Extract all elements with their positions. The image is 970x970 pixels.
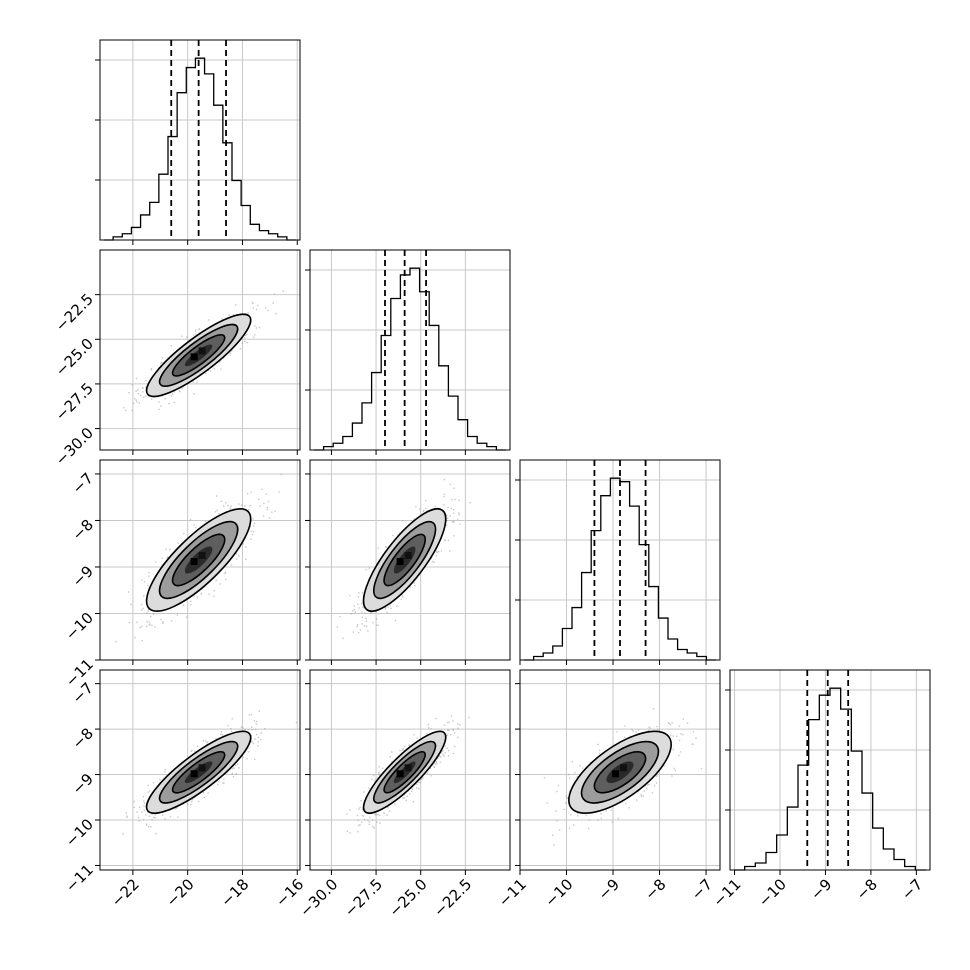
density-peak (396, 770, 404, 778)
y-tick-label: −11 (62, 861, 97, 896)
y-tick-label: −9 (69, 562, 97, 590)
y-tick-label: −27.5 (52, 379, 97, 424)
x-tick-label: −9 (595, 875, 623, 903)
y-tick-label: −10 (62, 609, 97, 644)
pair-panel-frame (309, 669, 511, 871)
density-peak (198, 347, 206, 355)
pair-panel-3-1 (305, 669, 511, 875)
y-tick-label: −7 (69, 469, 97, 497)
hist-panel-1 (305, 249, 511, 455)
pair-panel-content (346, 715, 470, 834)
pair-panel-frame (519, 669, 721, 871)
x-tick-label: −20 (163, 875, 198, 910)
density-peak (190, 558, 198, 565)
y-tick-label: −9 (69, 770, 97, 798)
hist-panel-frame (519, 459, 721, 661)
x-tick-label: −10 (541, 875, 576, 910)
hist-series (314, 267, 506, 451)
y-tick-label: −8 (69, 724, 97, 752)
pair-panel-content (336, 478, 471, 639)
pair-panel-content (122, 710, 298, 835)
hist-panel-3 (725, 669, 931, 875)
pair-panel-3-0 (95, 669, 301, 875)
x-tick-label: −18 (217, 875, 252, 910)
x-tick-label: −9 (807, 875, 835, 903)
density-peak (198, 764, 206, 772)
hist-panel-2 (515, 459, 721, 665)
hist-series (104, 57, 296, 241)
y-tick-label: −22.5 (52, 290, 97, 335)
pair-panel-content (115, 473, 283, 643)
x-tick-label: −30.0 (296, 875, 341, 920)
density-peak (396, 558, 404, 565)
pair-panel-2-0 (95, 459, 301, 665)
pair-panel-1-0 (95, 249, 301, 455)
hist-panel-bg (310, 250, 510, 450)
pair-panel-2-1 (305, 459, 511, 665)
pair-panel-3-2 (515, 669, 721, 875)
hist-panel-bg (730, 670, 930, 870)
hist-panel-0 (95, 39, 301, 245)
density-peak (612, 770, 619, 778)
x-tick-label: −10 (755, 875, 790, 910)
density-peak (198, 552, 206, 559)
x-tick-label: −11 (495, 875, 530, 910)
hist-series (734, 687, 926, 871)
y-tick-label: −10 (62, 815, 97, 850)
y-tick-label: −25.0 (52, 335, 97, 380)
hist-series (524, 477, 716, 661)
density-peak (404, 764, 412, 772)
x-tick-label: −11 (709, 875, 744, 910)
density-peak (404, 552, 412, 559)
x-tick-label: −8 (641, 875, 669, 903)
hist-panel-frame (99, 39, 301, 241)
density-peak (620, 764, 627, 772)
pair-panel-content (543, 708, 702, 846)
pair-panel-frame (309, 459, 511, 661)
hist-panel-frame (309, 249, 511, 451)
pair-panel-frame (99, 669, 301, 871)
y-tick-label: −30.0 (52, 424, 97, 469)
pair-panel-frame (99, 459, 301, 661)
pair-panel-content (123, 290, 284, 412)
x-tick-label: −8 (853, 875, 881, 903)
hist-panel-frame (729, 669, 931, 871)
x-tick-label: −25.0 (385, 875, 430, 920)
density-peak (190, 770, 198, 778)
x-tick-label: −27.5 (341, 875, 386, 920)
density-peak (190, 353, 198, 361)
hist-panel-bg (100, 40, 300, 240)
pair-panel-frame (99, 249, 301, 451)
x-tick-label: −7 (898, 875, 926, 903)
y-tick-label: −8 (69, 516, 97, 544)
x-tick-label: −22 (108, 875, 143, 910)
x-tick-label: −22.5 (430, 875, 475, 920)
